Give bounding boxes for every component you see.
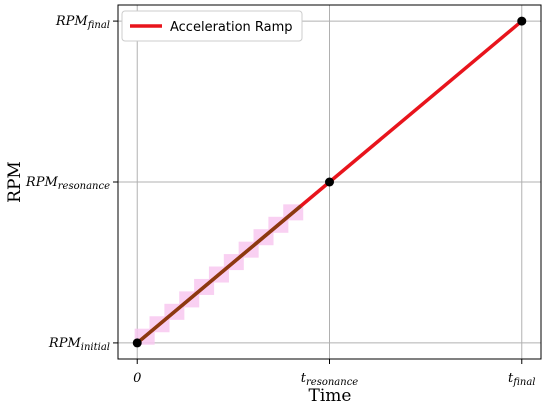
y-tick-label: RPMinitial	[48, 336, 110, 353]
x-axis-label: Time	[309, 386, 352, 404]
legend: Acceleration Ramp	[121, 10, 303, 42]
data-point	[517, 16, 527, 26]
y-axis-label: RPM	[5, 161, 25, 203]
legend-label: Acceleration Ramp	[170, 20, 293, 35]
x-tick-label: tfinal	[508, 371, 536, 388]
y-tick-label: RPMresonance	[25, 175, 110, 192]
legend-box	[121, 10, 303, 42]
tick-layer: 0 tresonance tfinal RPMinitial RPMresonance R…	[25, 14, 536, 388]
data-point	[325, 177, 334, 187]
data-point	[132, 338, 142, 348]
points-layer	[132, 16, 527, 348]
x-tick-label: 0	[133, 371, 141, 386]
highlight-segment	[136, 204, 302, 345]
x-tick-label: tresonance	[301, 371, 359, 388]
y-tick-label: RPMfinal	[55, 14, 110, 31]
